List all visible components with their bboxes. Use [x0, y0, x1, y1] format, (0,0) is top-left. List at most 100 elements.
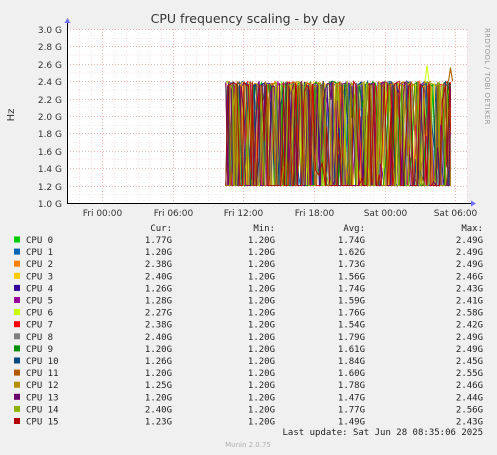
legend-swatch: [14, 393, 20, 400]
legend-value-max: 2.49G: [456, 345, 483, 355]
x-axis-arrow-icon: [471, 200, 476, 207]
legend-value-min: 1.20G: [248, 345, 275, 355]
legend-row: CPU 11 1.20G 1.20G 1.60G 2.55G: [14, 369, 483, 379]
legend-header: Cur:: [150, 224, 172, 234]
legend-swatch: [14, 345, 20, 352]
legend-value-avg: 1.60G: [338, 369, 365, 379]
legend-value-min: 1.20G: [248, 260, 275, 270]
legend-value-max: 2.43G: [456, 418, 483, 428]
legend-value-min: 1.20G: [248, 369, 275, 379]
series-line-cpu-15: [225, 79, 451, 187]
legend-value-max: 2.42G: [456, 321, 483, 331]
legend-value-cur: 1.25G: [145, 381, 172, 391]
legend-value-avg: 1.76G: [338, 309, 365, 319]
legend-series-name: CPU 14: [26, 405, 59, 415]
legend-value-cur: 1.20G: [145, 248, 172, 258]
y-tick-label: 1.8 G: [38, 130, 62, 140]
y-tick-label: 3.0 G: [38, 26, 62, 36]
x-tick-label: Fri 00:00: [83, 209, 123, 219]
legend-value-cur: 1.26G: [145, 357, 172, 367]
legend-value-cur: 2.40G: [145, 405, 172, 415]
legend-swatch: [14, 333, 20, 340]
legend-series-name: CPU 12: [26, 381, 59, 391]
legend-series-name: CPU 7: [26, 321, 53, 331]
legend-value-avg: 1.73G: [338, 260, 365, 270]
legend-series-name: CPU 0: [26, 236, 53, 246]
legend-value-max: 2.44G: [456, 393, 483, 403]
legend-swatch: [14, 248, 20, 255]
legend-value-cur: 1.28G: [145, 297, 172, 307]
legend-value-min: 1.20G: [248, 284, 275, 294]
y-tick-label: 2.4 G: [38, 78, 62, 88]
legend-value-max: 2.46G: [456, 381, 483, 391]
legend-value-cur: 2.40G: [145, 272, 172, 282]
y-tick-label: 1.2 G: [38, 183, 62, 193]
legend-series-name: CPU 13: [26, 393, 59, 403]
legend-value-cur: 1.26G: [145, 284, 172, 294]
legend-value-cur: 2.40G: [145, 333, 172, 343]
legend-value-avg: 1.74G: [338, 284, 365, 294]
series-spike: [424, 65, 430, 82]
y-tick-label: 2.2 G: [38, 96, 62, 106]
legend-swatch: [14, 297, 20, 303]
munin-version-footer: Munin 2.0.75: [225, 441, 271, 449]
legend-value-avg: 1.77G: [338, 405, 365, 415]
legend-series-name: CPU 9: [26, 345, 53, 355]
legend-value-max: 2.49G: [456, 333, 483, 343]
y-tick-label: 2.6 G: [38, 61, 62, 71]
legend-value-min: 1.20G: [248, 357, 275, 367]
legend-value-avg: 1.49G: [338, 418, 365, 428]
legend-value-max: 2.55G: [456, 369, 483, 379]
legend-swatch: [14, 260, 20, 267]
legend-series-name: CPU 10: [26, 357, 59, 367]
legend-value-min: 1.20G: [248, 418, 275, 428]
y-tick-label: 2.0 G: [38, 113, 62, 123]
legend-header: Max:: [461, 224, 483, 234]
legend-series-name: CPU 3: [26, 272, 53, 282]
legend-row: CPU 9 1.20G 1.20G 1.61G 2.49G: [14, 345, 483, 355]
legend-value-min: 1.20G: [248, 333, 275, 343]
legend-value-cur: 2.27G: [145, 309, 172, 319]
legend-row: CPU 15 1.23G 1.20G 1.49G 2.43G: [14, 418, 483, 428]
x-tick-label: Fri 06:00: [154, 209, 194, 219]
legend-value-min: 1.20G: [248, 297, 275, 307]
legend-value-avg: 1.84G: [338, 357, 365, 367]
y-tick-label: 1.0 G: [38, 200, 62, 210]
legend-row: CPU 12 1.25G 1.20G 1.78G 2.46G: [14, 381, 483, 391]
legend-row: CPU 4 1.26G 1.20G 1.74G 2.43G: [14, 284, 483, 294]
legend-value-max: 2.45G: [456, 357, 483, 367]
legend-value-max: 2.43G: [456, 284, 483, 294]
legend-value-max: 2.41G: [456, 297, 483, 307]
legend-value-avg: 1.78G: [338, 381, 365, 391]
last-update: Last update: Sat Jun 28 08:35:06 2025: [283, 428, 483, 438]
legend-swatch: [14, 309, 20, 316]
legend-value-min: 1.20G: [248, 393, 275, 403]
series-spike: [448, 68, 454, 82]
legend-swatch: [14, 284, 20, 291]
legend-value-max: 2.58G: [456, 309, 483, 319]
legend-swatch: [14, 381, 20, 388]
legend-value-avg: 1.74G: [338, 236, 365, 246]
legend-series-name: CPU 6: [26, 309, 53, 319]
y-axis-label: Hz: [6, 109, 17, 122]
legend-value-avg: 1.79G: [338, 333, 365, 343]
legend-swatch: [14, 357, 20, 364]
x-tick-label: Fri 12:00: [224, 209, 264, 219]
legend-value-cur: 1.77G: [145, 236, 172, 246]
legend-row: CPU 1 1.20G 1.20G 1.62G 2.49G: [14, 248, 483, 258]
y-tick-label: 2.8 G: [38, 43, 62, 53]
legend-value-cur: 2.38G: [145, 260, 172, 270]
legend-value-cur: 1.20G: [145, 393, 172, 403]
series-group: [225, 65, 454, 188]
legend-row: CPU 7 2.38G 1.20G 1.54G 2.42G: [14, 321, 483, 331]
chart-title: CPU frequency scaling - by day: [151, 11, 346, 26]
legend-header: Min:: [253, 224, 275, 234]
legend-value-cur: 1.20G: [145, 369, 172, 379]
legend-value-min: 1.20G: [248, 381, 275, 391]
legend-value-cur: 1.20G: [145, 345, 172, 355]
legend-series-name: CPU 11: [26, 369, 59, 379]
legend-value-max: 2.46G: [456, 272, 483, 282]
legend-value-cur: 1.23G: [145, 418, 172, 428]
legend-series-name: CPU 1: [26, 248, 53, 258]
